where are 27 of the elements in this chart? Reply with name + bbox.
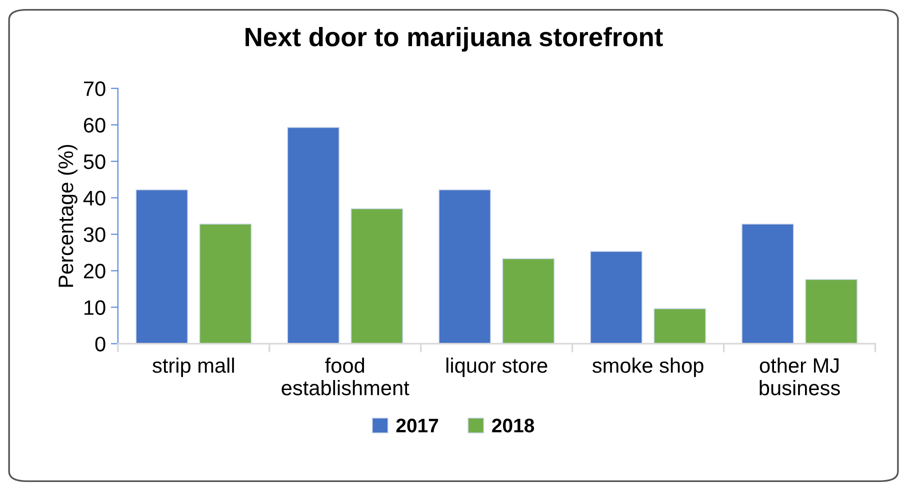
bar xyxy=(654,308,706,344)
bar xyxy=(590,251,642,344)
chart-title: Next door to marijuana storefront xyxy=(246,27,663,52)
x-tick-label: strip mall xyxy=(152,358,234,378)
y-tick-label: 0 xyxy=(95,336,106,352)
x-tick-label: smoke shop xyxy=(592,358,704,378)
bar xyxy=(287,126,340,344)
y-tick-label: 70 xyxy=(84,81,106,96)
bar xyxy=(438,189,491,344)
y-tick-label: 50 xyxy=(84,154,106,170)
y-tick-label: 60 xyxy=(84,118,106,133)
y-tick-label: 40 xyxy=(83,190,106,206)
x-tick-label: food establishment xyxy=(282,358,410,396)
x-tick-label: liquor store xyxy=(446,358,548,378)
y-tick-label: 30 xyxy=(84,227,106,242)
legend-label: 2017 xyxy=(396,418,438,432)
bar xyxy=(502,258,555,344)
legend-label: 2018 xyxy=(492,418,534,432)
y-axis-title: Percentage (%) xyxy=(58,144,78,287)
y-tick-label: 10 xyxy=(84,300,106,315)
bar xyxy=(350,208,404,344)
bar xyxy=(136,189,188,344)
y-tick-label: 20 xyxy=(84,264,106,279)
bar xyxy=(742,224,794,344)
x-tick-label: other MJ business xyxy=(760,358,840,396)
bar xyxy=(199,224,252,344)
bar xyxy=(805,279,858,344)
